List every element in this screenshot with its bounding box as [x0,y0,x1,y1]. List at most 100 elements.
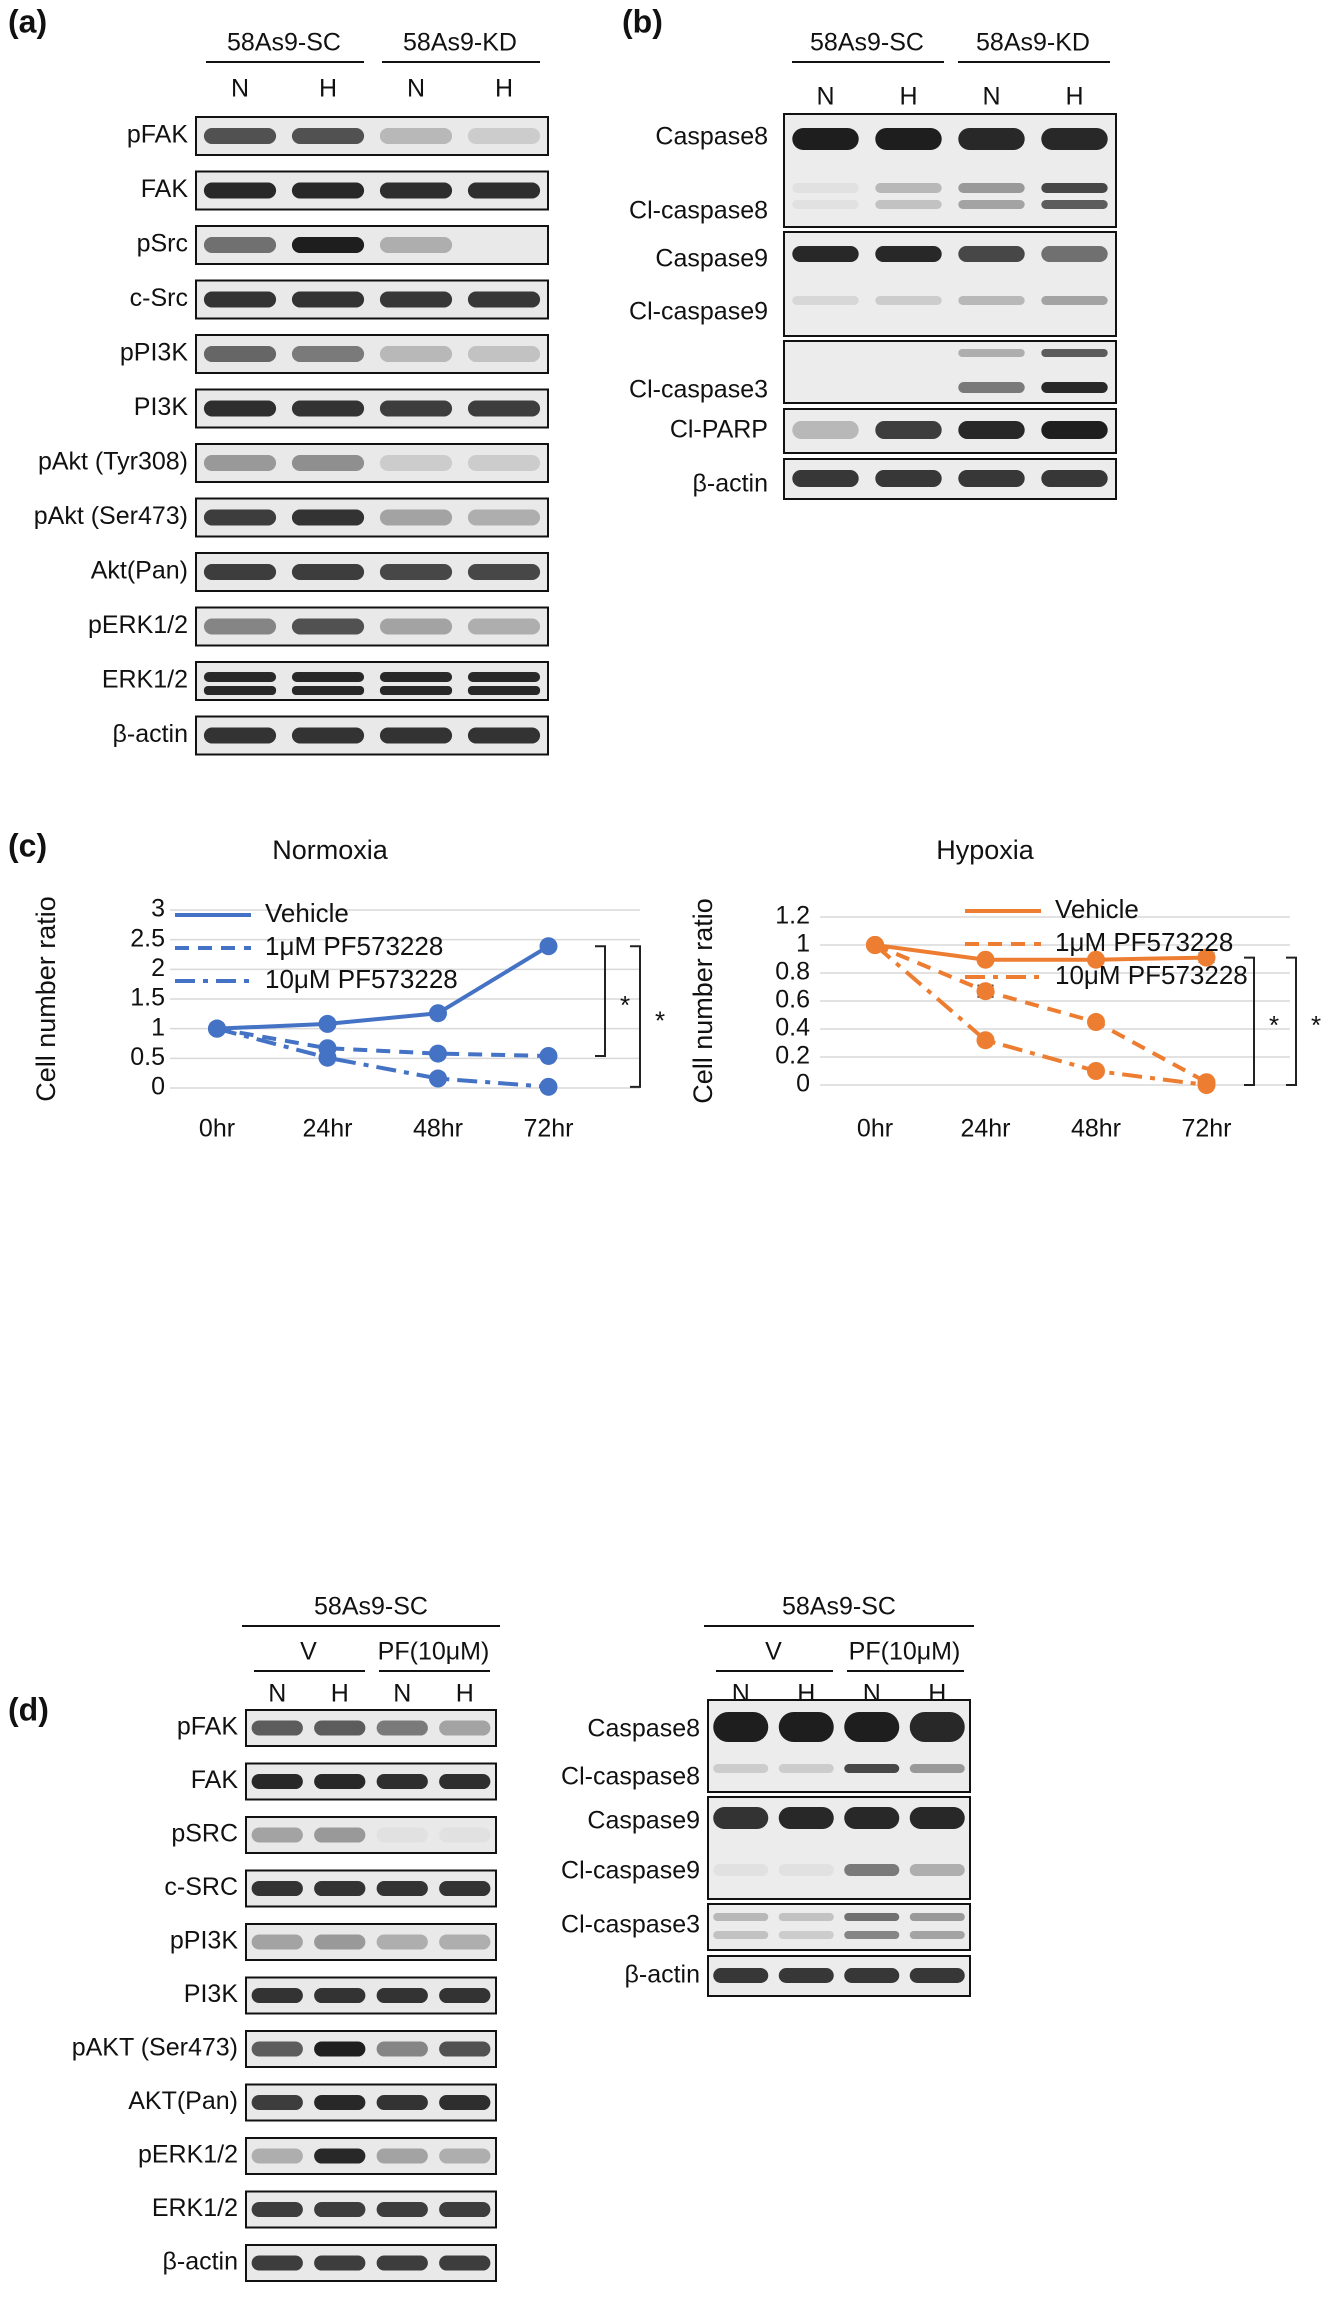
chart-title: Hypoxia [936,835,1035,865]
blot-band [439,1720,491,1736]
band-cl-caspase8 [1041,200,1108,209]
protein-label: pFAK [177,1713,238,1741]
x-tick-label: 48hr [1071,1115,1121,1143]
blot-band [379,455,453,471]
panel-c: (c) [8,827,47,863]
blot-band [379,509,453,526]
series-line [216,1026,549,1089]
band-cl-caspase8 [792,183,859,193]
protein-label: pAkt (Tyr308) [38,448,188,476]
protein-label: AKT(Pan) [128,2087,238,2115]
blot-pAkt (Ser473) [195,497,549,538]
protein-label: Cl-caspase3 [561,1911,700,1939]
blot-band [379,564,453,580]
blot-band [291,182,365,199]
blot-band [379,291,453,308]
protein-label: pFAK [127,121,188,149]
blot-band [203,400,277,417]
lane-label: H [899,83,917,111]
data-point [1197,1076,1216,1094]
band-cl-parp [958,421,1025,439]
blot-band [467,400,541,417]
blot-band [251,2201,303,2218]
chart-normoxia: Normoxia 00.511.522.53 0hr 24hr 48hr 72hr Cell… [31,835,665,1142]
panel-letter-d: (d) [8,1691,49,1727]
data-point [976,982,995,1001]
protein-label: Cl-PARP [670,416,768,444]
band-cl-caspase3 [1041,349,1108,357]
blot-band [251,2041,303,2057]
significance-bracket [1286,956,1297,1086]
panel-d: (d)58As9-SCV PF(10μM)N H N HpFAKFAKpSRCc-SRC… [8,1593,974,2282]
protein-label: PI3K [184,1980,239,2008]
blot-band [203,727,277,744]
significance-star: * [655,1005,665,1035]
data-point [539,1077,558,1096]
blot-band [251,1934,303,1950]
blot-band [379,727,453,744]
blot-PI3K [195,388,549,429]
lane-label: H [456,1680,474,1708]
band-cl-caspase9 [792,296,859,305]
blot-band [379,686,453,695]
blot-pPI3K [245,1923,497,1961]
data-point [429,1069,447,1088]
protein-label: pAkt (Ser473) [34,502,188,530]
legend-label: 1μM PF573228 [1055,927,1233,957]
y-tick-label: 2.5 [130,924,165,952]
data-point [866,936,884,954]
data-point [429,1004,447,1023]
blot-band [467,618,541,635]
protein-label: Cl-caspase8 [629,197,768,225]
band-cl-caspase9 [1041,296,1108,305]
protein-label: Caspase8 [587,1715,700,1743]
band-caspase9 [792,246,859,262]
y-axis-label: Cell number ratio [31,896,61,1102]
blot-ERK1/2 [245,2190,497,2229]
band-cl-caspase9 [958,296,1025,305]
y-tick-label: 0 [796,1070,810,1098]
blot-band [314,1880,366,1897]
blot-band [439,2148,491,2164]
series-line [216,944,550,1031]
blot-AKT(Pan) [245,2083,497,2122]
y-tick-label: 0.4 [775,1014,810,1042]
lane-label: N [393,1680,411,1708]
blot-band [439,2094,491,2111]
blot-pERK1/2 [195,606,549,647]
blot-band [203,128,277,144]
y-tick-label: 0.6 [775,986,810,1014]
blot-pERK1/2 [245,2137,497,2175]
band-cl-caspase3 [844,1913,900,1921]
blot-band [467,455,541,471]
y-tick-label: 1 [796,930,810,958]
band-caspase9 [875,246,942,262]
band-cl-caspase3 [909,1913,965,1921]
protein-label: Cl-caspase3 [629,376,768,404]
data-point [976,1031,995,1050]
treatment-label: PF(10μM) [378,1638,490,1666]
x-tick-label: 24hr [302,1115,352,1143]
band-caspase9 [909,1807,965,1829]
y-tick-label: 0.2 [775,1042,810,1070]
data-point [429,1044,447,1063]
y-tick-label: 0 [151,1073,165,1101]
band-beta-actin [792,470,859,487]
x-tick-label: 24hr [960,1115,1010,1143]
blot-FAK [195,170,549,211]
panel-b: (b) 58As9-SC 58As9-KD N H N H Caspase8 Cl-caspas… [622,3,1117,500]
blot-band [376,2255,428,2271]
blot-band [203,237,277,253]
series-line [873,943,1207,1087]
band-cl-caspase3 [1041,382,1108,393]
protein-label: β-actin [112,720,188,748]
lane-label: H [495,75,513,103]
blot-pSrc [195,225,549,265]
blot-band [379,672,453,682]
lane-label: N [982,83,1000,111]
band-caspase9 [1041,246,1108,262]
blot-band [376,1880,428,1897]
data-point [1087,1062,1105,1080]
blot-band [203,346,277,362]
blot-pFAK [245,1709,497,1747]
